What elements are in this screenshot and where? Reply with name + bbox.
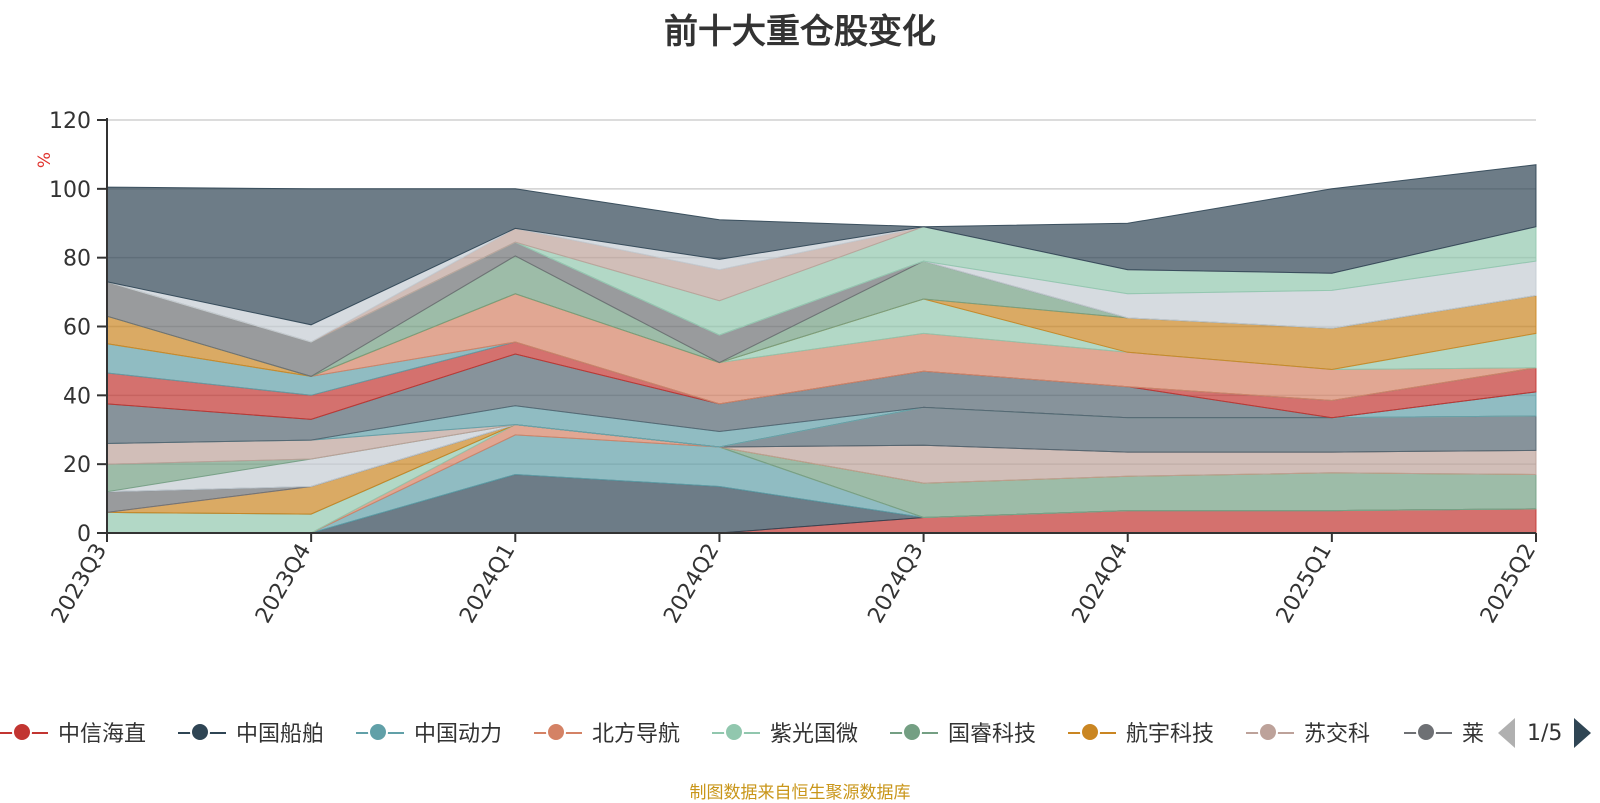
x-tick-label: 2024Q2 bbox=[659, 540, 724, 628]
legend-item[interactable]: 莱 bbox=[1404, 712, 1484, 752]
legend-pager: 1/5 bbox=[1498, 716, 1592, 750]
x-tick-label: 2024Q3 bbox=[863, 540, 928, 628]
y-tick-label: 120 bbox=[49, 109, 91, 134]
legend-item[interactable]: 国睿科技 bbox=[890, 712, 1036, 752]
next-page-icon[interactable] bbox=[1574, 718, 1592, 748]
legend-item[interactable]: 中信海直 bbox=[0, 712, 146, 752]
data-source-note: 制图数据来自恒生聚源数据库 bbox=[689, 783, 911, 803]
legend-label: 苏交科 bbox=[1304, 722, 1371, 747]
y-tick-label: 80 bbox=[63, 247, 91, 272]
y-tick-label: 100 bbox=[49, 178, 91, 203]
legend-label: 中国船舶 bbox=[236, 722, 325, 747]
legend-item[interactable]: 中国动力 bbox=[356, 712, 502, 752]
legend-circle-icon bbox=[356, 722, 404, 742]
x-tick-label: 2025Q1 bbox=[1272, 540, 1337, 628]
y-tick-label: 20 bbox=[63, 453, 91, 478]
legend-circle-icon bbox=[712, 722, 760, 742]
legend-page-indicator: 1/5 bbox=[1527, 720, 1563, 746]
chart-title: 前十大重仓股变化 bbox=[664, 12, 936, 52]
legend-circle-icon bbox=[1404, 722, 1452, 742]
y-tick-label: 60 bbox=[63, 316, 91, 341]
legend-label: 莱 bbox=[1462, 722, 1485, 747]
legend-item[interactable]: 紫光国微 bbox=[712, 712, 858, 752]
legend-label: 紫光国微 bbox=[770, 722, 859, 747]
legend-item[interactable]: 北方导航 bbox=[534, 712, 680, 752]
area-series-other-27 bbox=[106, 164, 1537, 326]
y-tick-label: 0 bbox=[77, 522, 91, 547]
chart-legend: 中信海直 中国船舶 中国动力 北方导航 紫光国微 国睿科技 航宇科技 苏交科 莱 bbox=[0, 712, 1485, 752]
y-axis-unit: % bbox=[35, 152, 55, 168]
legend-circle-icon bbox=[1068, 722, 1116, 742]
legend-label: 北方导航 bbox=[592, 722, 681, 747]
x-tick-label: 2025Q2 bbox=[1476, 540, 1541, 628]
legend-item[interactable]: 中国船舶 bbox=[178, 712, 324, 752]
legend-circle-icon bbox=[890, 722, 938, 742]
legend-circle-icon bbox=[178, 722, 226, 742]
legend-label: 国睿科技 bbox=[948, 722, 1037, 747]
legend-circle-icon bbox=[0, 722, 48, 742]
legend-item[interactable]: 苏交科 bbox=[1246, 712, 1370, 752]
x-tick-label: 2024Q4 bbox=[1068, 540, 1133, 628]
legend-circle-icon bbox=[1246, 722, 1294, 742]
x-tick-label: 2023Q3 bbox=[47, 540, 112, 628]
y-tick-label: 40 bbox=[63, 384, 91, 409]
legend-circle-icon bbox=[534, 722, 582, 742]
x-tick-label: 2024Q1 bbox=[455, 540, 520, 628]
area-series bbox=[106, 164, 1537, 534]
previous-page-icon[interactable] bbox=[1498, 718, 1515, 748]
legend-label: 中信海直 bbox=[58, 722, 147, 747]
legend-item[interactable]: 航宇科技 bbox=[1068, 712, 1214, 752]
legend-label: 航宇科技 bbox=[1126, 722, 1215, 747]
x-tick-label: 2023Q4 bbox=[251, 540, 316, 628]
legend-label: 中国动力 bbox=[414, 722, 503, 747]
